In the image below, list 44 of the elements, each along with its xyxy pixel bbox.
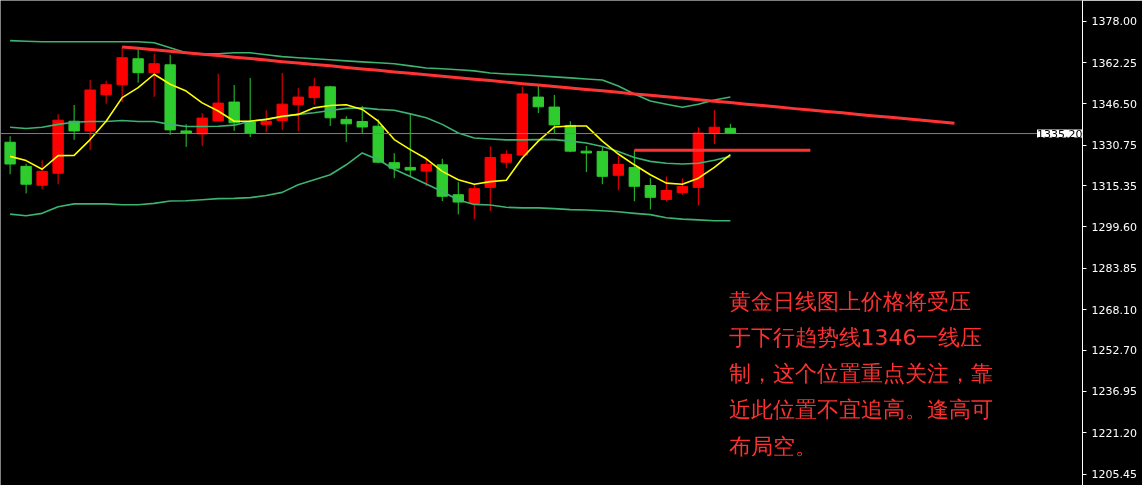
- y-tick-label: 1268.10: [1091, 303, 1137, 317]
- candlestick: [660, 176, 673, 202]
- y-tick-label: 1236.95: [1091, 385, 1137, 399]
- candlestick: [228, 84, 240, 132]
- candlestick: [244, 77, 256, 138]
- y-tick-label: 1330.75: [1091, 139, 1137, 153]
- candlestick: [132, 49, 144, 84]
- candlestick: [148, 53, 160, 98]
- candlestick: [340, 115, 352, 143]
- y-tick-label: 1252.70: [1091, 344, 1137, 358]
- candlestick: [548, 94, 561, 134]
- candlestick: [628, 149, 641, 202]
- line-series: [9, 152, 732, 222]
- candlestick: [4, 135, 16, 175]
- ref-line-label: 1335.20: [1037, 127, 1083, 141]
- candlestick: [612, 155, 625, 191]
- candlestick: [100, 80, 112, 105]
- annotation: 黄金日线图上价格将受压于下行趋势线1346一线压制，这个位置重点关注，靠近此位置不宜追高。逢高可布局空。: [728, 288, 993, 459]
- candlestick: [292, 87, 304, 132]
- line-series: [9, 39, 732, 109]
- candlestick: [420, 158, 432, 187]
- candlestick: [36, 159, 48, 190]
- candlestick: [308, 77, 320, 106]
- candlestick: [580, 145, 593, 173]
- y-tick-label: 1283.85: [1091, 262, 1137, 276]
- candlestick: [468, 184, 480, 220]
- candlestick: [212, 73, 224, 122]
- y-tick-label: 1221.20: [1091, 426, 1137, 440]
- candlestick: [644, 177, 657, 210]
- y-tick-label: 1346.50: [1091, 97, 1137, 111]
- y-tick-label: 1315.35: [1091, 179, 1137, 193]
- candlestick: [404, 113, 416, 178]
- y-tick-label: 1299.60: [1091, 220, 1137, 234]
- y-tick-label: 1205.45: [1091, 468, 1137, 482]
- candlestick: [532, 85, 544, 114]
- y-tick-label: 1362.25: [1091, 56, 1137, 70]
- candlestick: [20, 163, 32, 194]
- candlestick: [276, 72, 288, 131]
- candlestick: [388, 152, 400, 179]
- candlestick: [260, 109, 272, 133]
- candlestick: [180, 123, 192, 148]
- y-tick-label: 1378.00: [1091, 15, 1137, 29]
- candlestick: [356, 105, 368, 134]
- line-series: [120, 45, 956, 125]
